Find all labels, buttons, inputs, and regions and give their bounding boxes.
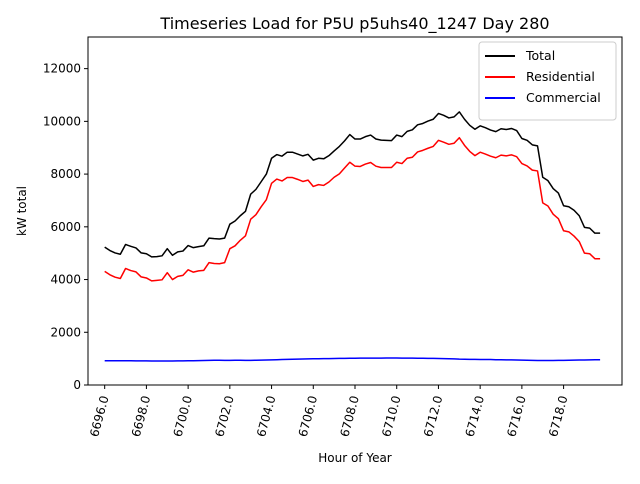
legend-box: [478, 41, 617, 121]
x-tick-label: 6696.0: [87, 394, 111, 438]
x-tick-label: 6716.0: [504, 394, 528, 438]
y-axis: 0 2000 4000 6000 8000 10000 12000: [43, 62, 88, 392]
x-tick-label: 6718.0: [546, 394, 570, 438]
legend-label-total: Total: [525, 48, 555, 63]
y-tick-label: 4000: [50, 273, 81, 287]
x-axis-label: Hour of Year: [318, 451, 392, 465]
x-axis: 6696.0 6698.0 6700.0 6702.0 6704.0 6706.0 6708…: [87, 385, 570, 438]
x-tick-label: 6698.0: [129, 394, 153, 438]
series-line-residential: [104, 136, 601, 282]
legend-label-residential: Residential: [526, 69, 595, 84]
x-tick-label: 6710.0: [379, 394, 403, 438]
x-tick-label: 6712.0: [421, 394, 445, 438]
x-tick-label: 6702.0: [212, 394, 236, 438]
series-line-total: [104, 111, 601, 258]
x-tick-label: 6704.0: [254, 394, 278, 438]
x-tick-label: 6708.0: [338, 394, 362, 438]
x-tick-label: 6706.0: [296, 394, 320, 438]
y-tick-label: 12000: [43, 62, 81, 76]
series-layer: [104, 111, 601, 362]
x-tick-label: 6714.0: [463, 394, 487, 438]
x-tick-label: 6700.0: [171, 394, 195, 438]
y-tick-label: 8000: [50, 167, 81, 181]
legend-label-commercial: Commercial: [526, 90, 601, 105]
chart-title: Timeseries Load for P5U p5uhs40_1247 Day…: [159, 14, 549, 34]
y-tick-label: 0: [73, 378, 81, 392]
y-tick-label: 10000: [43, 114, 81, 128]
y-tick-label: 6000: [50, 220, 81, 234]
legend: Total Residential Commercial: [478, 41, 617, 121]
y-axis-label: kW total: [15, 186, 29, 236]
series-line-commercial: [104, 357, 601, 362]
y-tick-label: 2000: [50, 325, 81, 339]
legend-entries: Total Residential Commercial: [485, 48, 601, 105]
